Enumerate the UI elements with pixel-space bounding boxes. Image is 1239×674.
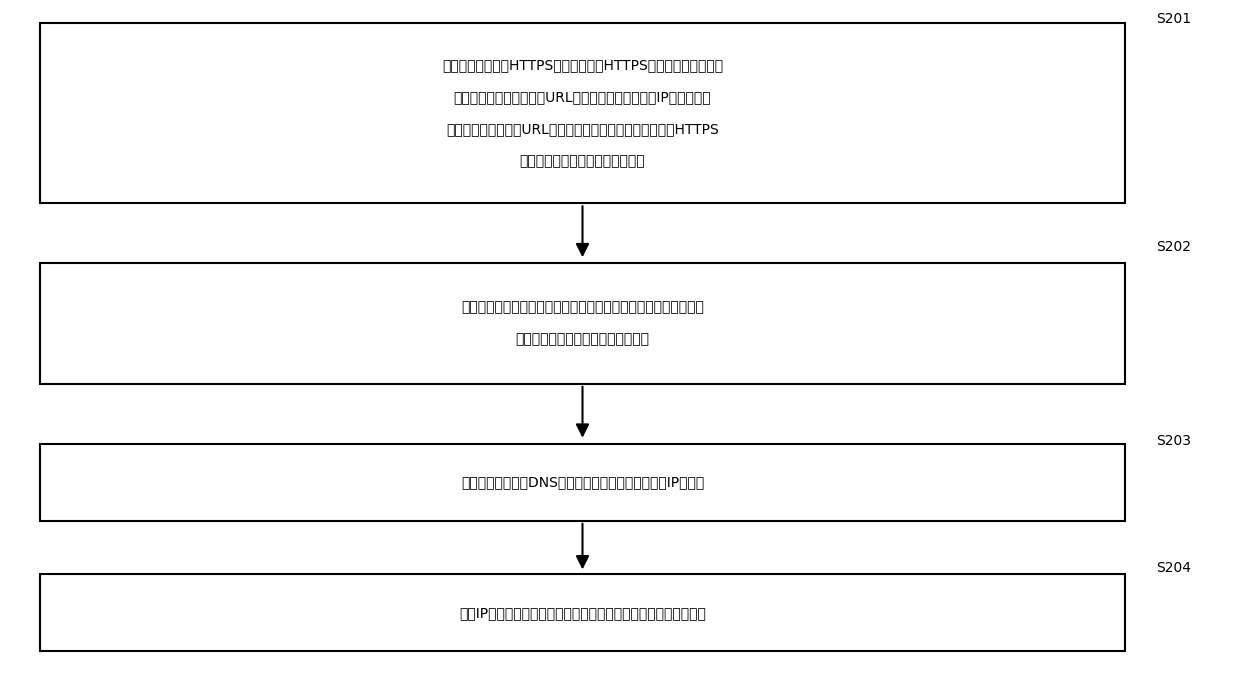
Text: 确定第一域名对应的第二域名；其中，第二域名为：在企业内网中: 确定第一域名对应的第二域名；其中，第二域名为：在企业内网中 (461, 301, 704, 315)
Text: ，第一域名对应的服务器的内网域名: ，第一域名对应的服务器的内网域名 (515, 333, 649, 346)
Text: 接收客户端发送的HTTPS请求；其中，HTTPS请求为客户端在获得: 接收客户端发送的HTTPS请求；其中，HTTPS请求为客户端在获得 (442, 58, 724, 72)
Text: S204: S204 (1156, 561, 1191, 575)
Text: 服务器发送的，第一URL请求携带有第一域名和路径信息，HTTPS: 服务器发送的，第一URL请求携带有第一域名和路径信息，HTTPS (446, 122, 719, 136)
Text: 访问目标网络数据的第一URL请求后，基于目标代理IP地址向目标: 访问目标网络数据的第一URL请求后，基于目标代理IP地址向目标 (453, 90, 711, 104)
FancyBboxPatch shape (40, 444, 1125, 521)
Text: S201: S201 (1156, 13, 1191, 26)
Text: 请求中携带有第一域名和路径信息: 请求中携带有第一域名和路径信息 (519, 154, 646, 168)
FancyBboxPatch shape (40, 264, 1125, 384)
Text: 基于企业内网中的DNS服务器，确定第二域名对应的IP地址；: 基于企业内网中的DNS服务器，确定第二域名对应的IP地址； (461, 475, 704, 489)
Text: S202: S202 (1156, 240, 1191, 253)
Text: 访问IP地址，得到路径信息对应的目标网络数据，并反馈给客户端: 访问IP地址，得到路径信息对应的目标网络数据，并反馈给客户端 (460, 606, 706, 619)
FancyBboxPatch shape (40, 574, 1125, 651)
FancyBboxPatch shape (40, 23, 1125, 204)
Text: S203: S203 (1156, 433, 1191, 448)
